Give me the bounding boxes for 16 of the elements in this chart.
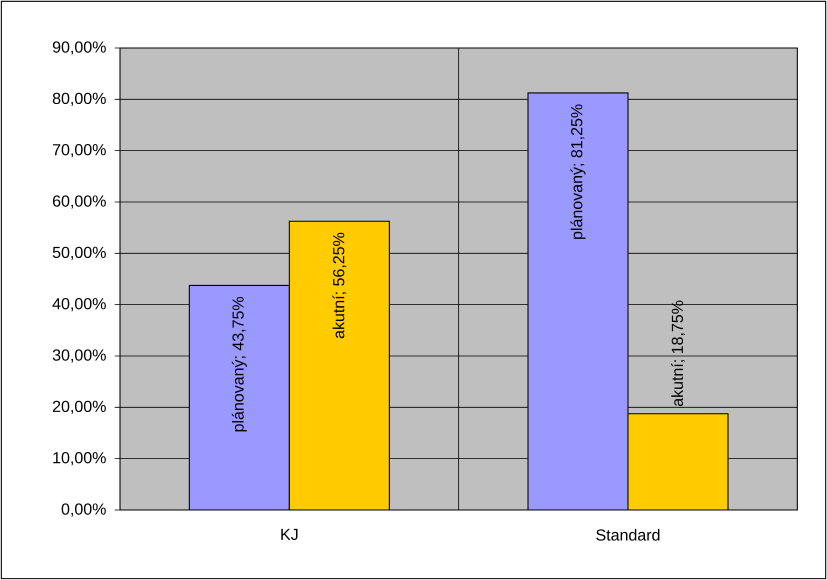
x-tick-label: KJ [281,528,298,540]
y-tick-label: 70,00% [52,144,106,158]
y-tick-label: 80,00% [52,92,106,106]
y-tick-label: 0,00% [62,503,106,517]
data-label: akutní; 56,25% [332,232,346,338]
data-label: plánovaný; 43,75% [232,296,247,432]
data-label: plánovaný; 81,25% [570,104,586,239]
y-tick-label: 20,00% [52,400,106,414]
data-label: akutní; 18,75% [671,300,685,406]
y-tick-label: 60,00% [52,195,106,209]
x-tick-label: Standard [596,528,660,541]
y-tick-label: 40,00% [52,298,106,312]
y-tick-label: 30,00% [52,349,106,363]
y-tick-label: 10,00% [53,452,106,466]
y-tick-label: 90,00% [52,41,106,55]
y-tick-label: 50,00% [52,246,106,260]
